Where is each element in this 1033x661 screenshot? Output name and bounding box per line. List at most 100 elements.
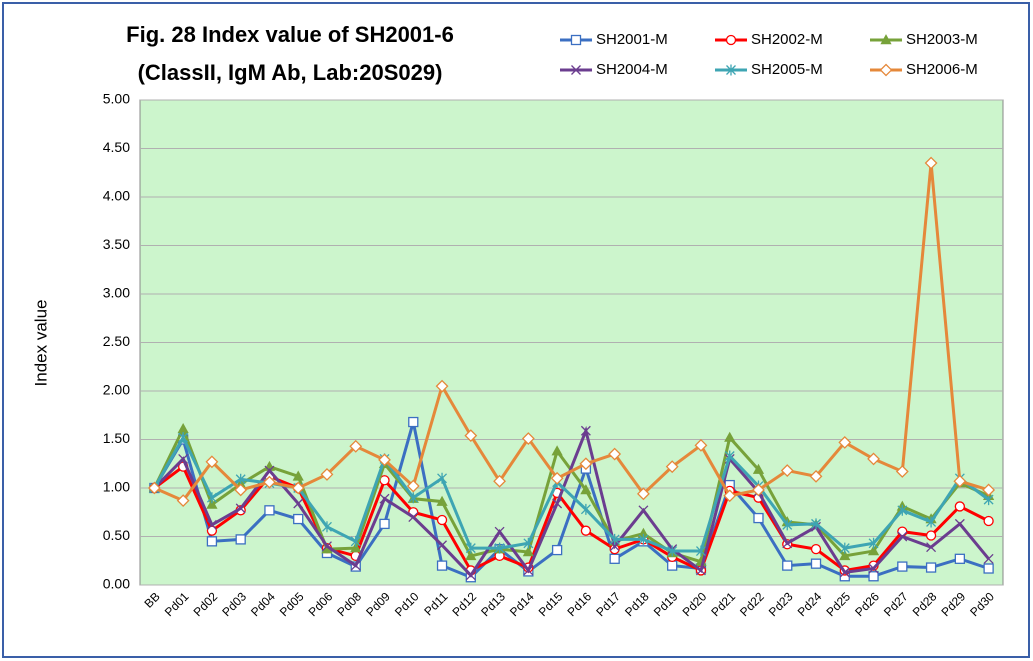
data-point	[320, 468, 334, 481]
data-point	[868, 563, 879, 574]
data-point	[178, 453, 189, 464]
data-point	[810, 543, 822, 555]
data-point	[206, 498, 218, 509]
data-point	[350, 542, 362, 553]
data-point	[580, 503, 591, 515]
data-point	[868, 537, 879, 549]
data-point	[609, 553, 620, 564]
y-tick-label: 3.00	[103, 285, 130, 301]
data-point	[147, 481, 161, 495]
data-point	[435, 379, 449, 393]
data-point	[292, 470, 304, 481]
y-tick-label: 3.50	[103, 236, 130, 252]
data-point	[953, 474, 967, 488]
data-point	[551, 445, 563, 456]
data-point	[839, 542, 850, 554]
data-point	[897, 561, 908, 572]
data-point	[436, 560, 448, 571]
data-point	[293, 513, 304, 525]
data-point	[235, 473, 246, 485]
data-point	[983, 553, 994, 564]
data-point	[752, 463, 765, 474]
y-tick-label: 5.00	[103, 91, 130, 107]
data-point	[176, 494, 190, 508]
data-point	[667, 560, 678, 571]
y-tick-label: 4.00	[103, 188, 130, 204]
data-point	[437, 472, 448, 484]
data-point	[609, 533, 620, 545]
data-point	[954, 501, 965, 512]
data-point	[264, 465, 275, 476]
data-point	[235, 503, 246, 514]
data-point	[838, 435, 852, 449]
data-point	[322, 541, 332, 552]
data-point	[378, 453, 391, 467]
data-point	[206, 492, 217, 504]
data-point	[982, 483, 996, 497]
data-point	[811, 518, 821, 530]
data-point	[234, 483, 248, 497]
data-point	[926, 542, 937, 553]
legend-marker	[726, 64, 736, 76]
legend-label: SH2004-M	[596, 61, 668, 78]
data-point	[780, 464, 794, 477]
series-line	[153, 425, 990, 578]
data-point	[465, 550, 477, 561]
data-point	[206, 519, 217, 530]
y-tick-label: 2.00	[103, 382, 130, 398]
y-tick-label: 4.50	[103, 139, 130, 155]
data-point	[636, 487, 650, 501]
y-tick-label: 1.50	[103, 430, 130, 446]
data-point	[291, 481, 305, 495]
data-point	[408, 416, 419, 428]
data-point	[724, 431, 736, 442]
legend-marker	[571, 65, 581, 75]
data-point	[206, 536, 218, 547]
data-point	[667, 545, 678, 557]
data-point	[379, 493, 390, 504]
data-point	[408, 492, 419, 504]
data-point	[436, 514, 448, 526]
y-tick-label: 2.50	[103, 333, 130, 349]
data-point	[464, 429, 478, 443]
legend-label: SH2003-M	[906, 31, 978, 48]
data-point	[608, 447, 622, 461]
legend-label: SH2006-M	[906, 61, 978, 78]
y-tick-label: 0.50	[103, 527, 130, 543]
data-point	[782, 560, 793, 571]
data-point	[494, 542, 505, 554]
data-point	[494, 526, 505, 537]
y-tick-label: 0.00	[103, 576, 130, 592]
data-point	[264, 505, 275, 516]
data-point	[867, 452, 880, 466]
data-point	[839, 550, 851, 561]
data-point	[580, 525, 592, 536]
data-point	[522, 546, 534, 557]
data-point	[867, 545, 880, 556]
chart-subtitle: (ClassII, IgM Ab, Lab:20S029)	[138, 60, 443, 85]
data-point	[895, 465, 909, 478]
data-point	[983, 515, 994, 527]
data-point	[465, 542, 476, 554]
data-point	[349, 439, 363, 453]
data-point	[724, 450, 735, 462]
data-point	[897, 531, 908, 542]
data-point	[723, 489, 737, 503]
legend-label: SH2002-M	[751, 31, 823, 48]
data-point	[465, 570, 476, 581]
data-point	[580, 484, 592, 495]
data-point	[406, 479, 420, 493]
data-point	[695, 565, 706, 576]
data-point	[437, 540, 448, 551]
data-point	[493, 474, 507, 488]
data-point	[523, 537, 534, 549]
y-axis-label: Index value	[31, 300, 50, 387]
data-point	[810, 558, 822, 569]
data-point	[350, 560, 361, 571]
legend-label: SH2005-M	[751, 61, 823, 78]
data-point	[235, 534, 246, 545]
data-point	[521, 432, 535, 445]
data-point	[178, 432, 189, 444]
